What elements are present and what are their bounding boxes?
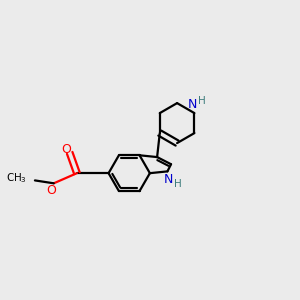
Text: N: N [188, 98, 197, 112]
Text: O: O [46, 184, 56, 197]
Text: H: H [198, 96, 206, 106]
Text: CH$_3$: CH$_3$ [6, 171, 27, 185]
Text: O: O [61, 143, 71, 156]
Text: N: N [164, 173, 174, 186]
Text: H: H [174, 178, 182, 188]
